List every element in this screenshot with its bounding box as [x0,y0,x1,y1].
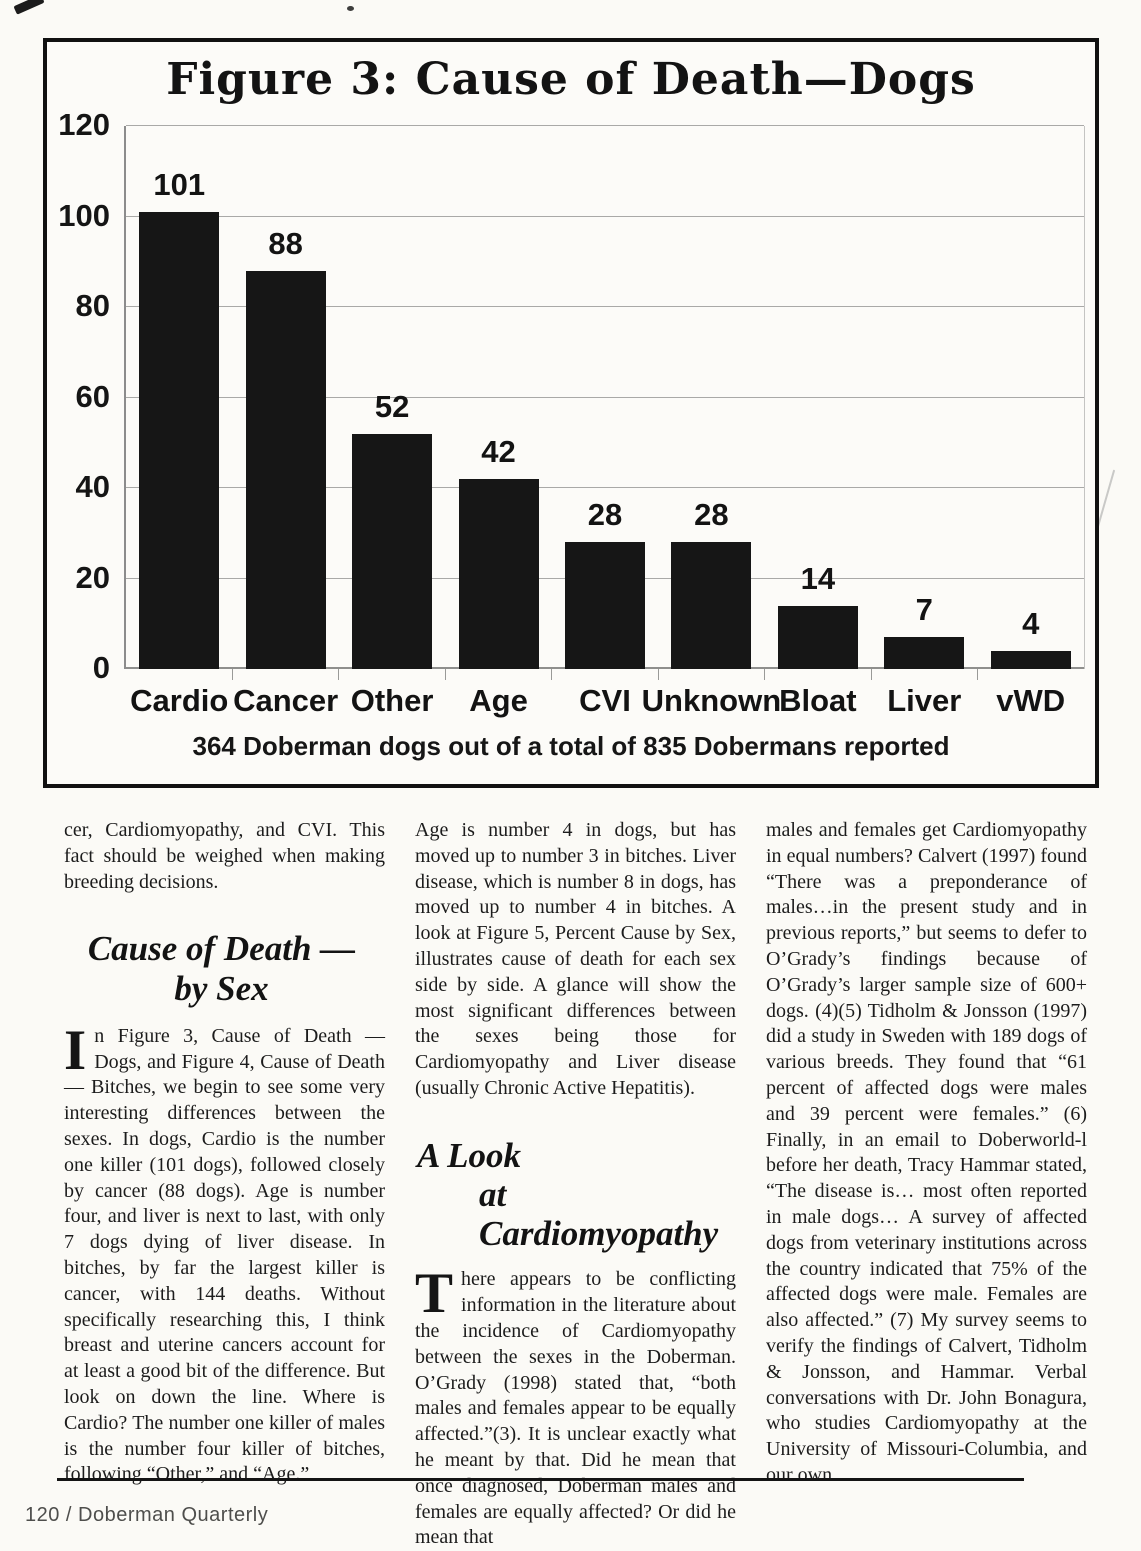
paragraph-continuation: cer, Cardiomyopathy, and CVI. This fact … [64,819,385,893]
heading-line: by Sex [174,968,269,1008]
bar-other [352,433,433,669]
x-axis-category-label: Liver [887,683,962,718]
x-axis-category-label: Age [469,683,528,718]
bar-value-label: 88 [268,225,303,261]
heading-line: A Look [417,1135,522,1175]
section-heading-a-look-at-cardiomyopathy: A Look at Cardiomyopathy [417,1136,736,1254]
page-number-footer: 120 / Doberman Quarterly [25,1504,269,1526]
bar-slot-cardio: 101 Cardio [126,126,232,718]
bar-cancer [245,270,326,669]
paragraph-text: here appears to be conflicting informati… [415,1268,736,1549]
x-axis-category-label: Unknown [641,683,782,718]
article-body: cer, Cardiomyopathy, and CVI. This fact … [64,818,1087,1551]
gridline-40 [126,487,1084,488]
paragraph-body: Age is number 4 in dogs, but has moved u… [415,819,736,1099]
figure-box: Figure 3: Cause of Death—Dogs 0 20 40 60 80 1… [43,38,1099,788]
bar-value-label: 4 [1022,605,1040,641]
bar-age [458,478,539,669]
bar-cardio [139,211,220,669]
y-axis-tick-label: 40 [75,469,110,505]
x-axis-category-label: Other [350,683,434,718]
bars-layer: 101 Cardio 88 Cancer 52 Other 42 Age 28 CVI 28 Unkn… [126,126,1084,718]
paragraph-text: n Figure 3, Cause of Death — Dogs, and F… [64,1024,385,1486]
bar-slot-vwd: 4 vWD [976,126,1084,718]
bar-cvi [564,542,645,669]
bar-vwd [990,650,1071,669]
y-axis-tick-label: 60 [75,378,110,414]
bar-slot-unknown: 28 Unknown [642,126,782,718]
bar-value-label: 14 [800,560,836,596]
dropcap: T [415,1262,454,1326]
x-axis-category-label: Cancer [233,683,339,718]
bar-liver [884,637,965,669]
bar-value-label: 7 [915,592,933,628]
x-axis-category-label: Bloat [779,683,857,718]
article-column-3: males and females get Cardiomyopathy in … [766,818,1087,1551]
bar-bloat [777,605,858,669]
x-axis-category-label: vWD [996,683,1066,718]
scan-artifact-corner [13,0,45,15]
bar-slot-other: 52 Other [338,126,445,718]
bar-slot-age: 42 Age [444,126,551,718]
article-column-2: Age is number 4 in dogs, but has moved u… [415,818,736,1551]
bar-slot-liver: 7 Liver [870,126,977,718]
scan-artifact-speck [347,6,354,11]
y-axis-tick-label: 20 [75,559,110,595]
bar-chart-plot: 0 20 40 60 80 100 120 101 Cardio 88 Cancer 52 Other 4… [58,107,1085,718]
bar-value-label: 28 [587,497,623,533]
gridline-60 [126,396,1084,398]
y-axis-tick-label: 120 [58,107,110,142]
x-axis-category-label: CVI [579,683,631,718]
gridline-100 [126,215,1084,217]
bar-slot-cvi: 28 CVI [551,126,658,718]
article-column-1: cer, Cardiomyopathy, and CVI. This fact … [64,818,385,1551]
figure-caption: 364 Doberman dogs out of a total of 835 … [192,731,950,761]
gridline-120 [126,125,1084,126]
footer-rule [57,1478,1024,1481]
bar-value-label: 52 [374,388,410,424]
bar-value-label: 101 [153,166,206,202]
dropcap: I [64,1018,87,1082]
figure-title: Figure 3: Cause of Death—Dogs [166,54,976,105]
bar-value-label: 28 [694,497,729,533]
bar-value-label: 42 [481,433,516,469]
bar-slot-cancer: 88 Cancer [231,126,338,718]
y-axis-tick-label: 0 [92,650,110,685]
y-axis-tick-label: 100 [58,197,110,233]
x-axis-category-label: Cardio [130,683,229,718]
bar-unknown [671,542,752,669]
bar-slot-bloat: 14 Bloat [764,126,871,718]
paragraph-body: males and females get Cardiomyopathy in … [766,819,1087,1486]
heading-line: at Cardiomyopathy [479,1174,719,1254]
gridline-80 [126,306,1084,307]
y-axis-tick-label: 80 [75,288,110,324]
heading-line: Cause of Death — [87,929,356,969]
section-heading-cause-of-death-by-sex: Cause of Death — by Sex [64,929,379,1007]
